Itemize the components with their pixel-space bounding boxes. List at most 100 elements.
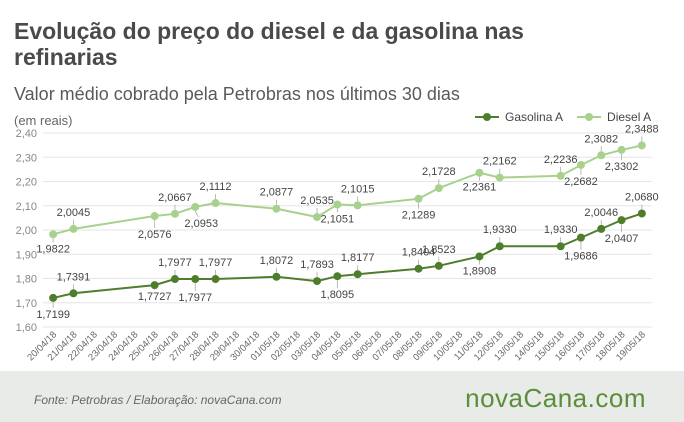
brand-logo: novaCana.com [465, 383, 646, 413]
data-label: 1,7199 [36, 309, 70, 321]
data-label: 1,8523 [422, 244, 456, 256]
data-label: 2,2236 [544, 154, 578, 166]
data-point [333, 272, 342, 281]
data-label: 2,3302 [605, 161, 639, 173]
data-point [313, 277, 322, 286]
data-point [191, 275, 200, 284]
legend-item-diesel: Diesel A [577, 110, 651, 124]
data-label: 2,2682 [564, 176, 598, 188]
data-point [333, 200, 342, 209]
data-label: 1,9822 [36, 243, 70, 255]
data-label: 2,0667 [158, 192, 192, 204]
data-label: 2,0535 [300, 195, 334, 207]
data-point [576, 160, 585, 169]
data-point [272, 204, 281, 213]
data-point [272, 272, 281, 281]
data-point [353, 270, 362, 279]
data-label: 2,1051 [321, 214, 355, 226]
data-point [475, 252, 484, 261]
data-label: 1,8404 [402, 247, 436, 259]
data-point [211, 199, 220, 208]
data-point [170, 275, 179, 284]
unit-label: (em reais) [14, 113, 73, 128]
data-label: 2,0953 [184, 218, 218, 230]
data-point [49, 293, 58, 302]
data-point [597, 151, 606, 160]
data-point [556, 242, 565, 251]
data-point [414, 264, 423, 273]
data-label: 2,3488 [625, 123, 659, 135]
chart-title: Evolução do preço do diesel e da gasolin… [14, 18, 524, 70]
chart-subtitle: Valor médio cobrado pela Petrobras nos ú… [14, 84, 460, 104]
data-point [170, 209, 179, 218]
y-tick-label: 2,10 [16, 201, 37, 213]
y-tick-label: 2,00 [16, 225, 37, 237]
data-label: 2,1112 [200, 181, 232, 193]
y-tick-label: 2,30 [16, 152, 37, 164]
data-point [49, 230, 58, 239]
data-point [637, 209, 646, 218]
data-point [211, 275, 220, 284]
data-point [576, 233, 585, 242]
data-label: 2,1728 [422, 166, 456, 178]
legend-item-gasolina: Gasolina A [475, 110, 563, 124]
data-label: 2,2162 [483, 156, 517, 168]
data-label: 2,1015 [341, 183, 375, 195]
data-label: 1,8177 [341, 252, 375, 264]
y-tick-label: 1,60 [16, 322, 37, 334]
data-label: 2,0045 [57, 207, 91, 219]
data-label: 1,9330 [544, 224, 578, 236]
data-label: 1,8095 [321, 289, 355, 301]
data-label: 1,7893 [300, 259, 334, 271]
data-point [150, 212, 159, 221]
data-point [597, 224, 606, 233]
data-point [191, 202, 200, 211]
y-tick-label: 2,40 [16, 128, 37, 140]
data-point [495, 173, 504, 182]
legend-swatch-diesel [577, 111, 602, 123]
data-label: 1,7977 [199, 257, 233, 269]
data-label: 2,0407 [605, 233, 639, 245]
label-leader [194, 210, 199, 218]
data-point [556, 171, 565, 180]
y-tick-label: 1,90 [16, 249, 37, 261]
legend-label-diesel: Diesel A [607, 110, 652, 124]
data-label: 1,9686 [564, 251, 598, 263]
data-point [617, 145, 626, 154]
y-tick-label: 1,70 [16, 298, 37, 310]
data-point [414, 194, 423, 203]
data-label: 2,2361 [463, 182, 497, 194]
y-tick-label: 1,80 [16, 274, 37, 286]
data-label: 1,8072 [260, 255, 294, 267]
data-label: 1,7977 [158, 257, 192, 269]
y-tick-label: 2,20 [16, 177, 37, 189]
data-label: 1,7977 [178, 292, 212, 304]
footer: Fonte: Petrobras / Elaboração: novaCana.… [0, 371, 684, 422]
data-point [313, 213, 322, 222]
price-line-chart: 1,601,701,801,902,002,102,202,302,4020/0… [16, 123, 659, 363]
data-label: 1,7727 [138, 291, 172, 303]
data-label: 1,9330 [483, 224, 517, 236]
data-point [434, 184, 443, 193]
data-point [150, 281, 159, 290]
data-label: 2,0046 [584, 207, 618, 219]
data-point [475, 168, 484, 177]
data-point [69, 289, 78, 298]
legend-swatch-gasolina [475, 111, 499, 123]
data-point [637, 141, 646, 150]
data-point [353, 201, 362, 210]
data-point [434, 261, 443, 270]
data-label: 2,1289 [402, 210, 436, 222]
data-label: 1,7391 [57, 271, 91, 283]
data-label: 1,8908 [463, 265, 497, 277]
data-point [495, 242, 504, 251]
data-point [69, 224, 78, 233]
source-credit: Fonte: Petrobras / Elaboração: novaCana.… [34, 393, 282, 407]
data-label: 2,0680 [625, 192, 659, 204]
legend: Gasolina A Diesel A [475, 110, 651, 124]
data-point [617, 216, 626, 225]
legend-label-gasolina: Gasolina A [505, 110, 564, 124]
data-label: 2,0877 [260, 187, 294, 199]
data-label: 2,3082 [584, 133, 618, 145]
data-label: 2,0576 [138, 229, 172, 241]
